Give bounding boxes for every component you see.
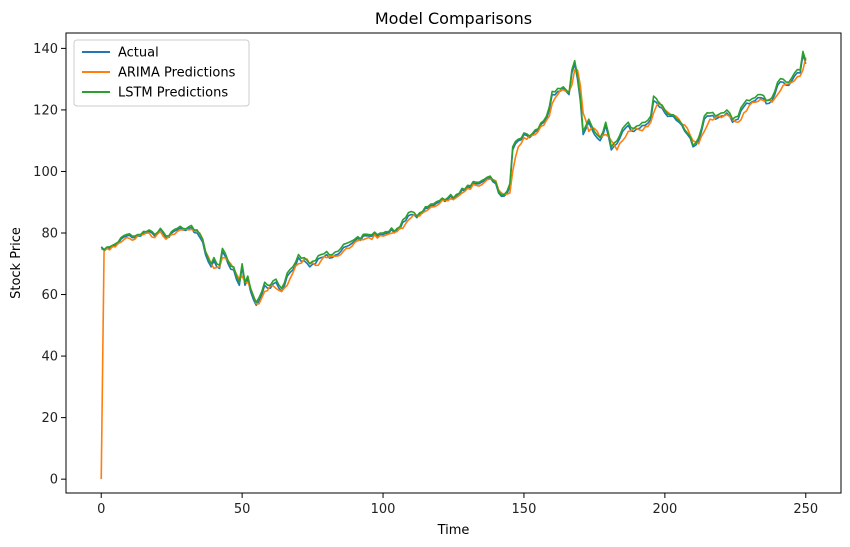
y-tick-label: 40 [41,350,58,365]
series-line-arima-predictions [100,57,807,480]
y-tick-label: 100 [33,165,58,180]
y-tick-label: 120 [33,103,58,118]
x-tick-label: 150 [512,502,537,517]
legend-label: LSTM Predictions [118,86,228,101]
y-axis: 0 20 40 60 80 100 120 140 [33,42,66,488]
y-tick-label: 0 [50,473,58,488]
x-tick-label: 200 [652,502,677,517]
y-tick-label: 80 [41,227,58,242]
legend-label: Actual [118,46,159,61]
y-tick-label: 140 [33,42,58,57]
legend: Actual ARIMA Predictions LSTM Predictions [73,39,250,107]
legend-label: ARIMA Predictions [118,66,236,81]
y-tick-label: 60 [41,288,58,303]
plot-frame [65,32,842,494]
series-layer [100,50,807,480]
x-tick-label: 100 [371,502,396,517]
x-axis: 0 50 100 150 200 250 [97,493,818,517]
y-axis-title: Stock Price [9,227,24,299]
y-tick-label: 20 [41,411,58,426]
chart-title: Model Comparisons [375,9,532,28]
x-tick-label: 0 [97,502,105,517]
x-tick-label: 250 [793,502,818,517]
series-line-lstm-predictions [100,50,807,304]
x-axis-title: Time [437,523,470,538]
legend-box [73,39,250,107]
x-tick-label: 50 [234,502,251,517]
